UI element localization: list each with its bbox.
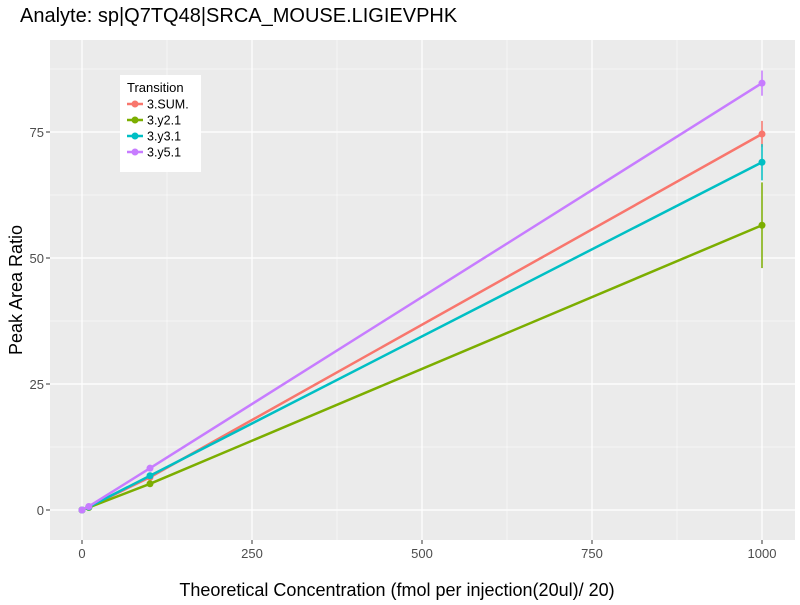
legend-title: Transition [127, 80, 184, 95]
series-3.y5.1 [78, 70, 766, 514]
legend-label: 3.y5.1 [147, 146, 181, 160]
legend: Transition 3.SUM. 3.y2.1 3.y3.1 3.y5.1 [120, 75, 201, 172]
y-tick-label: 75 [30, 125, 44, 140]
legend-key-point [131, 132, 139, 140]
data-point [146, 464, 154, 472]
x-tick-label: 1000 [748, 546, 777, 561]
data-point [758, 79, 766, 87]
data-point [758, 158, 766, 166]
legend-key-point [131, 116, 139, 124]
x-tick-label: 500 [411, 546, 433, 561]
x-tick-label: 250 [241, 546, 263, 561]
data-point [758, 221, 766, 229]
data-point [78, 506, 86, 514]
data-point [146, 480, 154, 488]
y-axis-label: Peak Area Ratio [6, 225, 26, 355]
data-point [758, 130, 766, 138]
legend-label: 3.y2.1 [147, 114, 181, 128]
data-point [85, 502, 93, 510]
legend-key-point [131, 100, 139, 108]
legend-label: 3.SUM. [147, 98, 189, 112]
x-tick-label: 750 [581, 546, 603, 561]
y-tick-label: 25 [30, 377, 44, 392]
series-line [81, 82, 763, 512]
legend-key-point [131, 148, 139, 156]
y-tick-label: 0 [37, 503, 44, 518]
x-axis-label: Theoretical Concentration (fmol per inje… [179, 580, 614, 600]
data-point [146, 472, 154, 480]
y-tick-label: 50 [30, 251, 44, 266]
legend-label: 3.y3.1 [147, 130, 181, 144]
chart-title: Analyte: sp|Q7TQ48|SRCA_MOUSE.LIGIEVPHK [20, 5, 458, 27]
x-tick-label: 0 [78, 546, 85, 561]
